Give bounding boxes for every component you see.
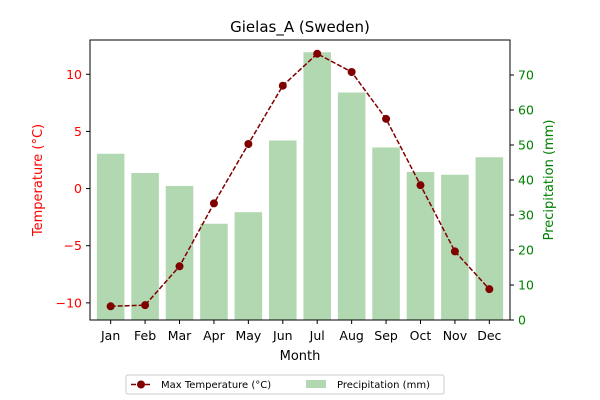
precip-bar-may — [234, 212, 263, 320]
temp-point-apr — [209, 199, 218, 208]
temp-point-may — [244, 140, 253, 148]
legend-line-marker — [137, 380, 145, 389]
precip-bar-oct — [406, 171, 435, 320]
precip-bar-sep — [372, 147, 400, 320]
right-tick-label: 0 — [518, 313, 526, 328]
x-tick-label: Dec — [477, 328, 501, 343]
x-tick-label: Jul — [309, 328, 325, 343]
temp-point-nov — [450, 247, 459, 256]
precip-bar-aug — [337, 92, 366, 320]
temp-point-aug — [347, 68, 356, 76]
right-tick-label: 20 — [518, 243, 534, 258]
precip-bar-apr — [200, 223, 228, 320]
right-tick-label: 70 — [518, 68, 534, 83]
x-tick-label: May — [235, 328, 261, 343]
left-tick-label: 0 — [74, 181, 82, 196]
temp-point-sep — [382, 114, 391, 123]
x-tick-label: Aug — [339, 328, 363, 343]
x-tick-label: Nov — [443, 328, 468, 343]
x-tick-label: Mar — [168, 328, 192, 343]
temp-point-jan — [106, 302, 115, 311]
left-y-axis-label: Temperature (°C) — [31, 124, 46, 237]
temp-point-jul — [313, 49, 322, 58]
x-axis-ticks: Jan Feb Mar Apr May Jun Jul Aug Sep Oct Nov Dec — [100, 320, 502, 343]
right-tick-label: 60 — [518, 103, 534, 118]
precip-bar-jul — [303, 52, 331, 320]
temp-point-mar — [175, 262, 184, 271]
right-y-axis-label: Precipitation (mm) — [542, 120, 557, 241]
left-y-axis-ticks: −10 −5 0 5 10 — [56, 67, 90, 310]
temp-point-feb — [141, 301, 150, 310]
precipitation-bars — [96, 52, 504, 320]
right-tick-label: 10 — [518, 278, 534, 293]
x-tick-label: Jan — [100, 328, 120, 343]
left-tick-label: 10 — [66, 67, 82, 82]
right-tick-label: 50 — [518, 138, 534, 153]
precip-bar-mar — [165, 185, 194, 320]
left-tick-label: 5 — [74, 124, 82, 139]
temp-point-dec — [485, 285, 494, 294]
right-y-axis-ticks: 0 10 20 30 40 50 60 70 — [510, 68, 534, 328]
precip-bar-nov — [441, 174, 469, 320]
legend: Max Temperature (°C) Precipitation (mm) — [125, 374, 445, 395]
left-tick-label: −5 — [64, 238, 82, 253]
precip-bar-dec — [475, 157, 504, 320]
x-tick-label: Oct — [410, 328, 432, 343]
legend-label-temperature: Max Temperature (°C) — [161, 380, 271, 391]
precip-bar-feb — [131, 173, 159, 320]
x-axis-label: Month — [280, 349, 321, 364]
x-tick-label: Jun — [272, 328, 293, 343]
chart-title: Gielas_A (Sweden) — [230, 18, 370, 37]
legend-frame — [125, 374, 445, 395]
legend-label-precipitation: Precipitation (mm) — [337, 380, 430, 391]
x-tick-label: Sep — [374, 328, 398, 343]
temperature-line-layer — [106, 49, 494, 311]
legend-bar-swatch — [306, 380, 326, 388]
right-tick-label: 30 — [518, 208, 534, 223]
temp-point-oct — [416, 181, 425, 190]
precip-bar-jun — [269, 140, 297, 320]
temperature-line — [110, 52, 490, 308]
temp-point-jun — [278, 81, 287, 90]
x-tick-label: Feb — [134, 328, 156, 343]
precip-bar-jan — [96, 153, 125, 320]
x-tick-label: Apr — [203, 328, 225, 343]
right-tick-label: 40 — [518, 173, 534, 188]
left-tick-label: −10 — [56, 295, 82, 310]
